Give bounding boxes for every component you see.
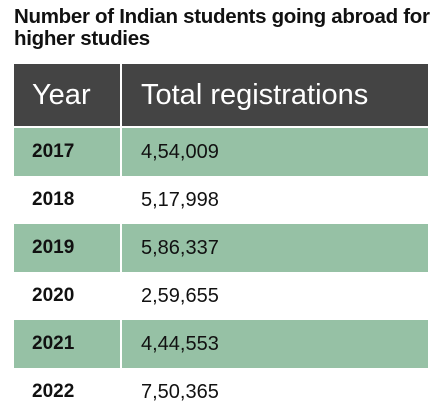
column-divider bbox=[120, 176, 122, 224]
year-cell: 2017 bbox=[32, 141, 75, 162]
total-registrations-cell: 4,44,553 bbox=[141, 332, 219, 355]
year-cell: 2022 bbox=[32, 381, 75, 402]
year-cell: 2021 bbox=[32, 333, 75, 354]
column-divider bbox=[120, 368, 122, 416]
column-divider bbox=[120, 64, 122, 126]
column-divider bbox=[120, 320, 122, 368]
registrations-table: Year Total registrations 2017 4,54,009 2… bbox=[14, 64, 428, 416]
table-row: 2017 4,54,009 bbox=[14, 128, 428, 176]
total-registrations-cell: 4,54,009 bbox=[141, 140, 219, 163]
table-row: 2018 5,17,998 bbox=[14, 176, 428, 224]
year-cell: 2018 bbox=[32, 189, 75, 210]
table-row: 2019 5,86,337 bbox=[14, 224, 428, 272]
table-row: 2022 7,50,365 bbox=[14, 368, 428, 416]
table-row: 2020 2,59,655 bbox=[14, 272, 428, 320]
column-header-year: Year bbox=[32, 79, 91, 111]
year-cell: 2020 bbox=[32, 285, 75, 306]
total-registrations-cell: 7,50,365 bbox=[141, 380, 219, 403]
year-cell: 2019 bbox=[32, 237, 75, 258]
table-header-row: Year Total registrations bbox=[14, 64, 428, 128]
total-registrations-cell: 5,17,998 bbox=[141, 188, 219, 211]
column-divider bbox=[120, 224, 122, 272]
total-registrations-cell: 5,86,337 bbox=[141, 236, 219, 259]
column-divider bbox=[120, 272, 122, 320]
column-header-total-registrations: Total registrations bbox=[141, 79, 369, 111]
column-divider bbox=[120, 128, 122, 176]
chart-title: Number of Indian students going abroad f… bbox=[14, 5, 430, 50]
total-registrations-cell: 2,59,655 bbox=[141, 284, 219, 307]
table-row: 2021 4,44,553 bbox=[14, 320, 428, 368]
